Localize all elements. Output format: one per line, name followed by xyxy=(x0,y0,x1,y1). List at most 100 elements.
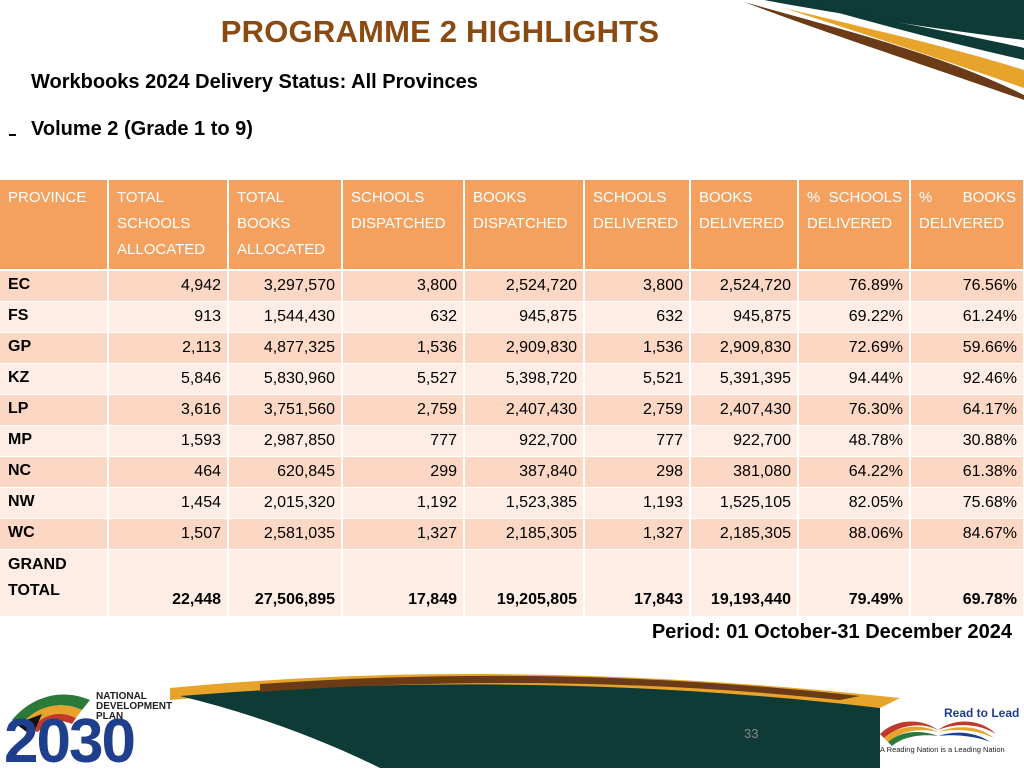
value-cell: 76.89% xyxy=(798,270,911,302)
value-cell: 69.22% xyxy=(798,301,911,333)
province-cell: NW xyxy=(0,487,109,519)
value-cell: 48.78% xyxy=(798,425,911,457)
value-cell: 1,454 xyxy=(108,487,229,519)
value-cell: 1,507 xyxy=(108,518,229,550)
grand-total-value: 22,448 xyxy=(108,549,229,617)
header-province: PROVINCE xyxy=(0,180,109,271)
read-to-lead-slogan: A Reading Nation is a Leading Nation xyxy=(880,745,1005,754)
read-to-lead-book-icon xyxy=(880,721,996,746)
value-cell: 2,185,305 xyxy=(464,518,585,550)
ndp-flag-icon xyxy=(12,694,90,736)
value-cell: 387,840 xyxy=(464,456,585,488)
value-cell: 88.06% xyxy=(798,518,911,550)
value-cell: 2,759 xyxy=(584,394,691,426)
value-cell: 2,524,720 xyxy=(464,270,585,302)
value-cell: 913 xyxy=(108,301,229,333)
table-row: FS 913 1,544,430 632 945,875 632 945,875 69.22%… xyxy=(0,301,1024,333)
grand-total-value: 19,205,805 xyxy=(464,549,585,617)
value-cell: 2,407,430 xyxy=(464,394,585,426)
value-cell: 76.56% xyxy=(910,270,1024,302)
value-cell: 945,875 xyxy=(690,301,799,333)
value-cell: 632 xyxy=(584,301,691,333)
value-cell: 922,700 xyxy=(690,425,799,457)
value-cell: 61.24% xyxy=(910,301,1024,333)
bottom-swoosh xyxy=(170,674,900,768)
value-cell: 2,581,035 xyxy=(228,518,343,550)
value-cell: 632 xyxy=(342,301,465,333)
value-cell: 1,536 xyxy=(342,332,465,364)
province-cell: KZ xyxy=(0,363,109,395)
value-cell: 1,593 xyxy=(108,425,229,457)
header-schools-delivered: SCHOOLS DELIVERED xyxy=(584,180,691,271)
page-number: 33 xyxy=(744,726,759,741)
value-cell: 1,544,430 xyxy=(228,301,343,333)
grand-total-row: GRAND TOTAL 22,448 27,506,895 17,849 19,205,… xyxy=(0,549,1024,617)
value-cell: 92.46% xyxy=(910,363,1024,395)
value-cell: 1,525,105 xyxy=(690,487,799,519)
table-row: LP 3,616 3,751,560 2,759 2,407,430 2,759 2,407… xyxy=(0,394,1024,426)
value-cell: 464 xyxy=(108,456,229,488)
value-cell: 945,875 xyxy=(464,301,585,333)
bullet-dash xyxy=(9,134,16,136)
value-cell: 2,909,830 xyxy=(690,332,799,364)
value-cell: 72.69% xyxy=(798,332,911,364)
value-cell: 5,846 xyxy=(108,363,229,395)
grand-total-value: 79.49% xyxy=(798,549,911,617)
value-cell: 1,536 xyxy=(584,332,691,364)
value-cell: 76.30% xyxy=(798,394,911,426)
value-cell: 1,523,385 xyxy=(464,487,585,519)
province-cell: MP xyxy=(0,425,109,457)
grand-total-value: 17,849 xyxy=(342,549,465,617)
value-cell: 61.38% xyxy=(910,456,1024,488)
value-cell: 5,527 xyxy=(342,363,465,395)
value-cell: 620,845 xyxy=(228,456,343,488)
value-cell: 5,521 xyxy=(584,363,691,395)
header-total-schools: TOTAL SCHOOLS ALLOCATED xyxy=(108,180,229,271)
period-label: Period: 01 October-31 December 2024 xyxy=(651,621,1012,643)
grand-total-value: 69.78% xyxy=(910,549,1024,617)
header-books-delivered: BOOKS DELIVERED xyxy=(690,180,799,271)
top-right-swoosh xyxy=(744,0,1024,100)
value-cell: 3,800 xyxy=(584,270,691,302)
value-cell: 777 xyxy=(584,425,691,457)
value-cell: 3,751,560 xyxy=(228,394,343,426)
value-cell: 777 xyxy=(342,425,465,457)
table-row: MP 1,593 2,987,850 777 922,700 777 922,700 48.7… xyxy=(0,425,1024,457)
slide-title: PROGRAMME 2 HIGHLIGHTS xyxy=(220,14,660,49)
table-row: NW 1,454 2,015,320 1,192 1,523,385 1,193 1,525… xyxy=(0,487,1024,519)
delivery-status-table: PROVINCE TOTAL SCHOOLS ALLOCATED TOTAL B… xyxy=(0,180,1024,617)
value-cell: 2,987,850 xyxy=(228,425,343,457)
value-cell: 3,297,570 xyxy=(228,270,343,302)
value-cell: 64.17% xyxy=(910,394,1024,426)
value-cell: 1,193 xyxy=(584,487,691,519)
header-schools-dispatched: SCHOOLS DISPATCHED xyxy=(342,180,465,271)
province-cell: LP xyxy=(0,394,109,426)
value-cell: 1,327 xyxy=(342,518,465,550)
table-row: GP 2,113 4,877,325 1,536 2,909,830 1,536 2,909… xyxy=(0,332,1024,364)
value-cell: 59.66% xyxy=(910,332,1024,364)
value-cell: 2,909,830 xyxy=(464,332,585,364)
value-cell: 922,700 xyxy=(464,425,585,457)
value-cell: 5,391,395 xyxy=(690,363,799,395)
table-row: KZ 5,846 5,830,960 5,527 5,398,720 5,521 5,391… xyxy=(0,363,1024,395)
value-cell: 82.05% xyxy=(798,487,911,519)
header-total-books: TOTAL BOOKS ALLOCATED xyxy=(228,180,343,271)
province-cell: EC xyxy=(0,270,109,302)
value-cell: 75.68% xyxy=(910,487,1024,519)
value-cell: 64.22% xyxy=(798,456,911,488)
value-cell: 2,185,305 xyxy=(690,518,799,550)
table-header-row: PROVINCE TOTAL SCHOOLS ALLOCATED TOTAL B… xyxy=(0,180,1024,271)
header-pct-schools-delivered: % SCHOOLS DELIVERED xyxy=(798,180,911,271)
province-cell: FS xyxy=(0,301,109,333)
header-pct-books-delivered: % BOOKS DELIVERED xyxy=(910,180,1024,271)
value-cell: 4,942 xyxy=(108,270,229,302)
value-cell: 5,398,720 xyxy=(464,363,585,395)
slide-subtitle: Workbooks 2024 Delivery Status: All Prov… xyxy=(31,71,478,93)
grand-total-value: 27,506,895 xyxy=(228,549,343,617)
value-cell: 3,800 xyxy=(342,270,465,302)
value-cell: 381,080 xyxy=(690,456,799,488)
value-cell: 1,192 xyxy=(342,487,465,519)
grand-total-label: GRAND TOTAL xyxy=(0,549,109,617)
value-cell: 2,113 xyxy=(108,332,229,364)
value-cell: 299 xyxy=(342,456,465,488)
